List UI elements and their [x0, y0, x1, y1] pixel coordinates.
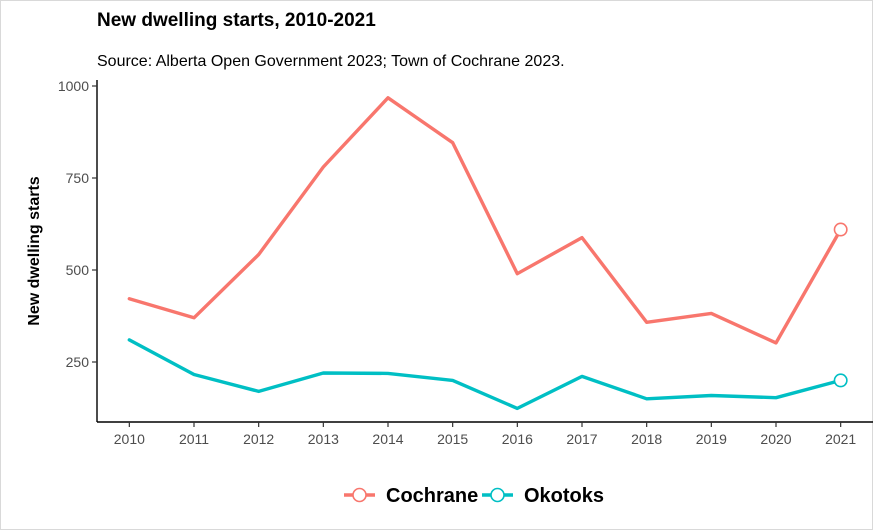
series-line-cochrane [127, 96, 843, 345]
y-axis-title-group: New dwelling starts [26, 176, 43, 325]
x-tick-label: 2013 [308, 431, 339, 447]
x-tick-label: 2017 [566, 431, 597, 447]
y-tick-label: 1000 [58, 78, 89, 94]
x-tick-label: 2014 [372, 431, 403, 447]
x-tick-label: 2010 [114, 431, 145, 447]
y-tick-label: 250 [66, 354, 90, 370]
end-point-marker-cochrane [833, 222, 848, 237]
legend-key-marker [352, 487, 367, 503]
chart-subtitle: Source: Alberta Open Government 2023; To… [97, 53, 565, 70]
x-tick-label: 2011 [179, 431, 209, 447]
series-line-okotoks [127, 338, 843, 411]
end-point-marker-okotoks [833, 373, 848, 388]
x-tick-label: 2016 [502, 431, 533, 447]
axes: 250 500 750 1000 2010 2011 2012 2013 2014 2015 201… [58, 78, 873, 447]
y-tick-label: 750 [66, 170, 90, 186]
y-axis-title: New dwelling starts [26, 176, 43, 325]
x-tick-label: 2015 [437, 431, 468, 447]
chart-title: New dwelling starts, 2010-2021 [97, 10, 376, 31]
legend: Cochrane Okotoks [344, 485, 604, 507]
x-tick-label: 2021 [825, 431, 856, 447]
x-tick-label: 2020 [760, 431, 791, 447]
y-tick-label: 500 [66, 262, 90, 278]
legend-label-okotoks: Okotoks [524, 485, 604, 507]
legend-key-marker [490, 487, 505, 503]
series-lines [127, 96, 848, 411]
x-tick-label: 2019 [696, 431, 727, 447]
legend-label-cochrane: Cochrane [386, 485, 478, 507]
x-tick-label: 2018 [631, 431, 662, 447]
x-tick-label: 2012 [243, 431, 274, 447]
